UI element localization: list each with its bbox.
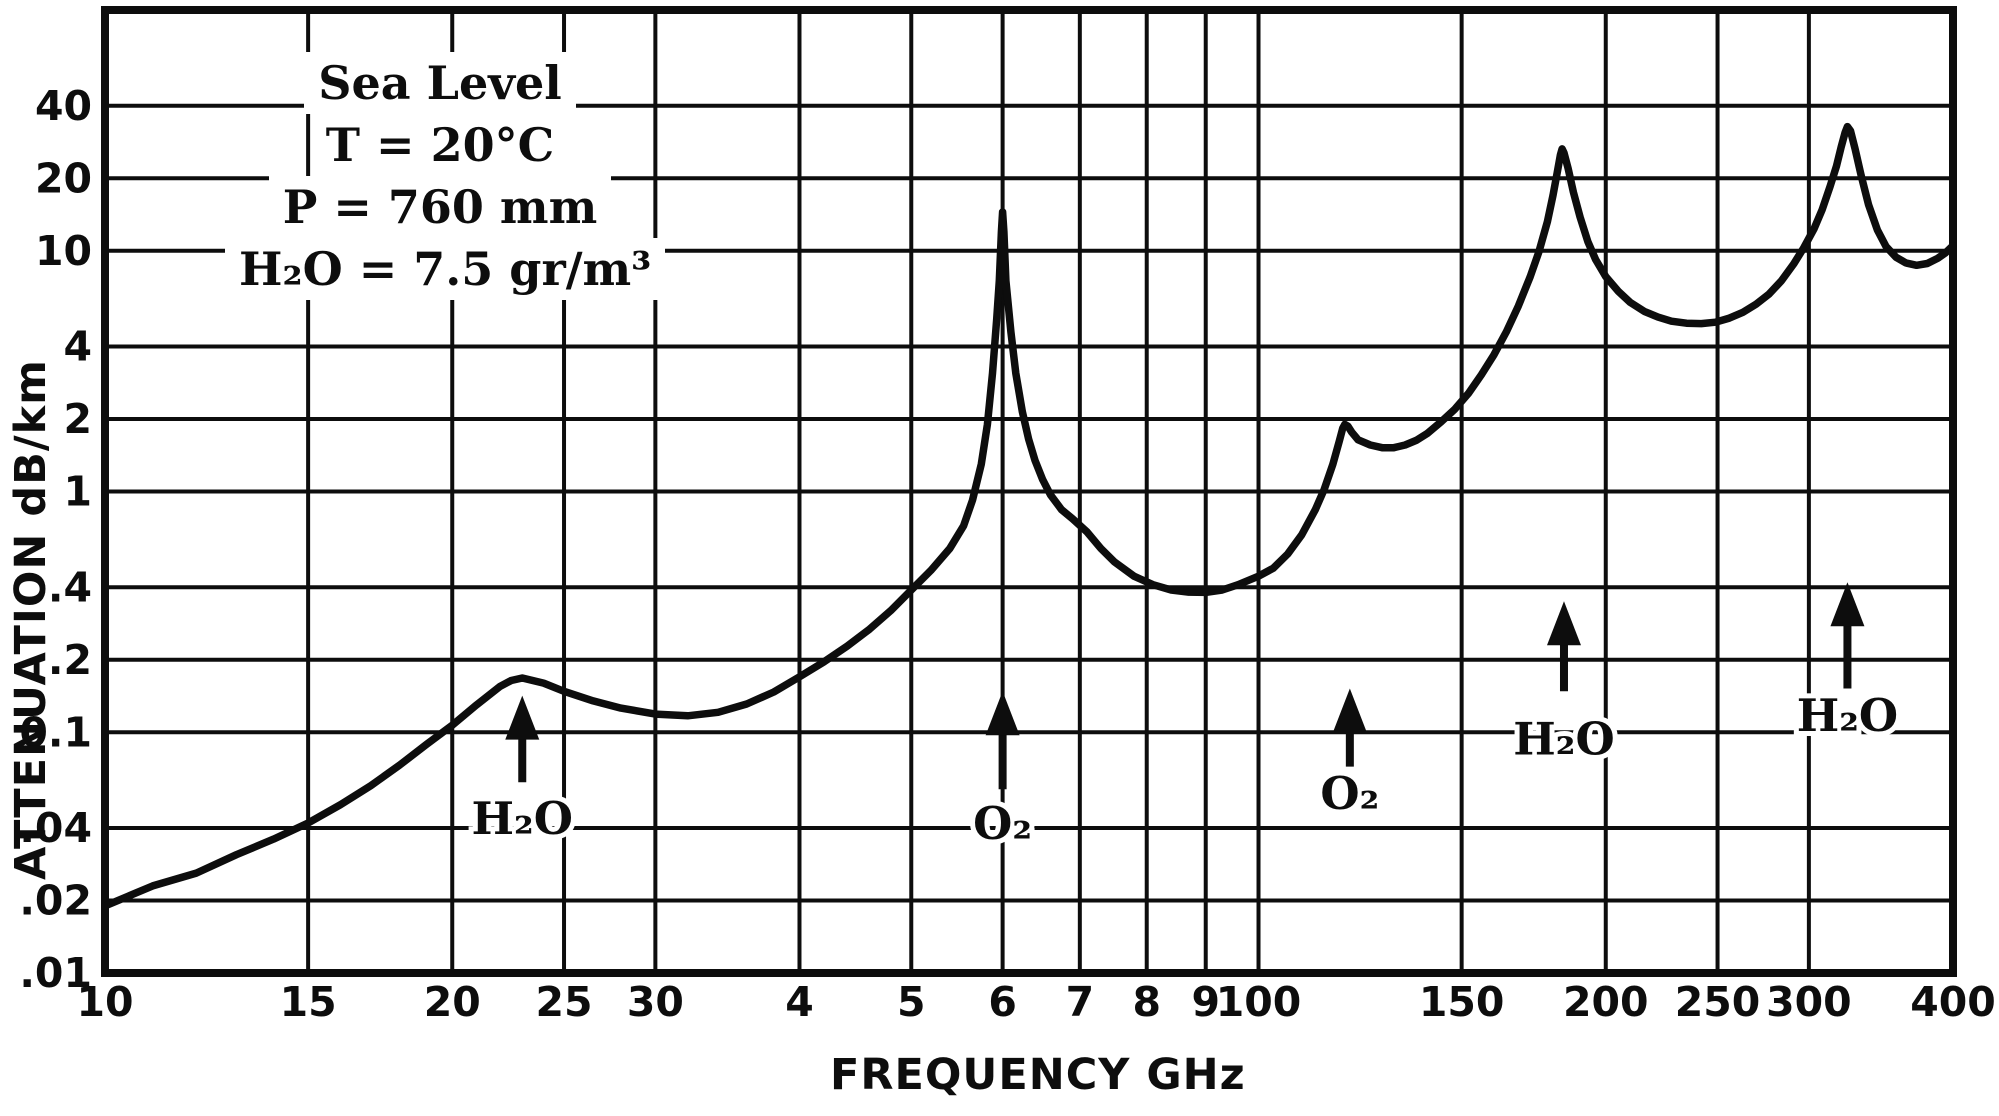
- y-tick-label-.2: .2: [48, 636, 92, 684]
- peak-label-ho-184ghz: H₂O: [1513, 713, 1614, 766]
- peak-label-o-60ghz: O₂: [973, 797, 1032, 850]
- x-tick-label-20: 20: [424, 978, 481, 1026]
- attenuation-curve: [101, 122, 1957, 910]
- x-tick-label-25: 25: [535, 978, 592, 1026]
- arrow-head-ho-23ghz: [505, 695, 540, 740]
- x-tick-label-6: 6: [988, 978, 1017, 1026]
- x-tick-label-100: 100: [1216, 978, 1302, 1026]
- peak-label-ho-324ghz: H₂O: [1797, 689, 1898, 742]
- conditions-legend: Sea Level T = 20°C P = 760 mm H₂O = 7.5 …: [225, 52, 666, 300]
- x-tick-label-5: 5: [897, 978, 926, 1026]
- y-tick-label-.02: .02: [19, 877, 92, 925]
- y-tick-label-.01: .01: [19, 949, 92, 997]
- x-tick-label-250: 250: [1675, 978, 1761, 1026]
- y-tick-label-40: 40: [35, 82, 92, 130]
- x-tick-label-150: 150: [1419, 978, 1505, 1026]
- x-tick-label-200: 200: [1563, 978, 1649, 1026]
- y-tick-label-4: 4: [63, 323, 92, 371]
- peak-label-o-120ghz: O₂: [1320, 767, 1379, 820]
- arrow-head-ho-184ghz: [1546, 601, 1581, 646]
- y-tick-label-10: 10: [35, 227, 92, 275]
- x-tick-label-7: 7: [1066, 978, 1095, 1026]
- x-tick-label-300: 300: [1766, 978, 1852, 1026]
- y-tick-label-.4: .4: [48, 563, 92, 611]
- arrow-head-ho-324ghz: [1830, 582, 1865, 627]
- arrow-head-o-120ghz: [1332, 688, 1367, 733]
- x-tick-label-8: 8: [1132, 978, 1161, 1026]
- x-tick-label-9: 9: [1191, 978, 1220, 1026]
- y-tick-label-2: 2: [63, 395, 92, 443]
- y-tick-label-20: 20: [35, 154, 92, 202]
- x-tick-label-30: 30: [627, 978, 684, 1026]
- plot-frame: [101, 6, 1957, 977]
- y-axis-title: ATTENUATION dB/km: [6, 359, 56, 881]
- x-tick-label-15: 15: [280, 978, 337, 1026]
- x-axis-title: FREQUENCY GHz: [830, 1050, 1246, 1100]
- x-tick-label-4: 4: [785, 978, 814, 1026]
- x-tick-label-400: 400: [1910, 978, 1996, 1026]
- y-tick-label-1: 1: [63, 468, 92, 516]
- peak-label-ho-23ghz: H₂O: [472, 792, 573, 845]
- condition-water-vapor: H₂O = 7.5 gr/m³: [225, 238, 666, 300]
- arrow-head-o-60ghz: [985, 691, 1020, 736]
- y-tick-label-.04: .04: [19, 804, 92, 852]
- condition-sea-level: Sea Level: [304, 52, 576, 114]
- condition-temperature: T = 20°C: [311, 114, 569, 176]
- x-tick-label-10: 10: [76, 978, 133, 1026]
- y-tick-label-0.1: 0.1: [19, 708, 92, 756]
- condition-pressure: P = 760 mm: [268, 176, 612, 238]
